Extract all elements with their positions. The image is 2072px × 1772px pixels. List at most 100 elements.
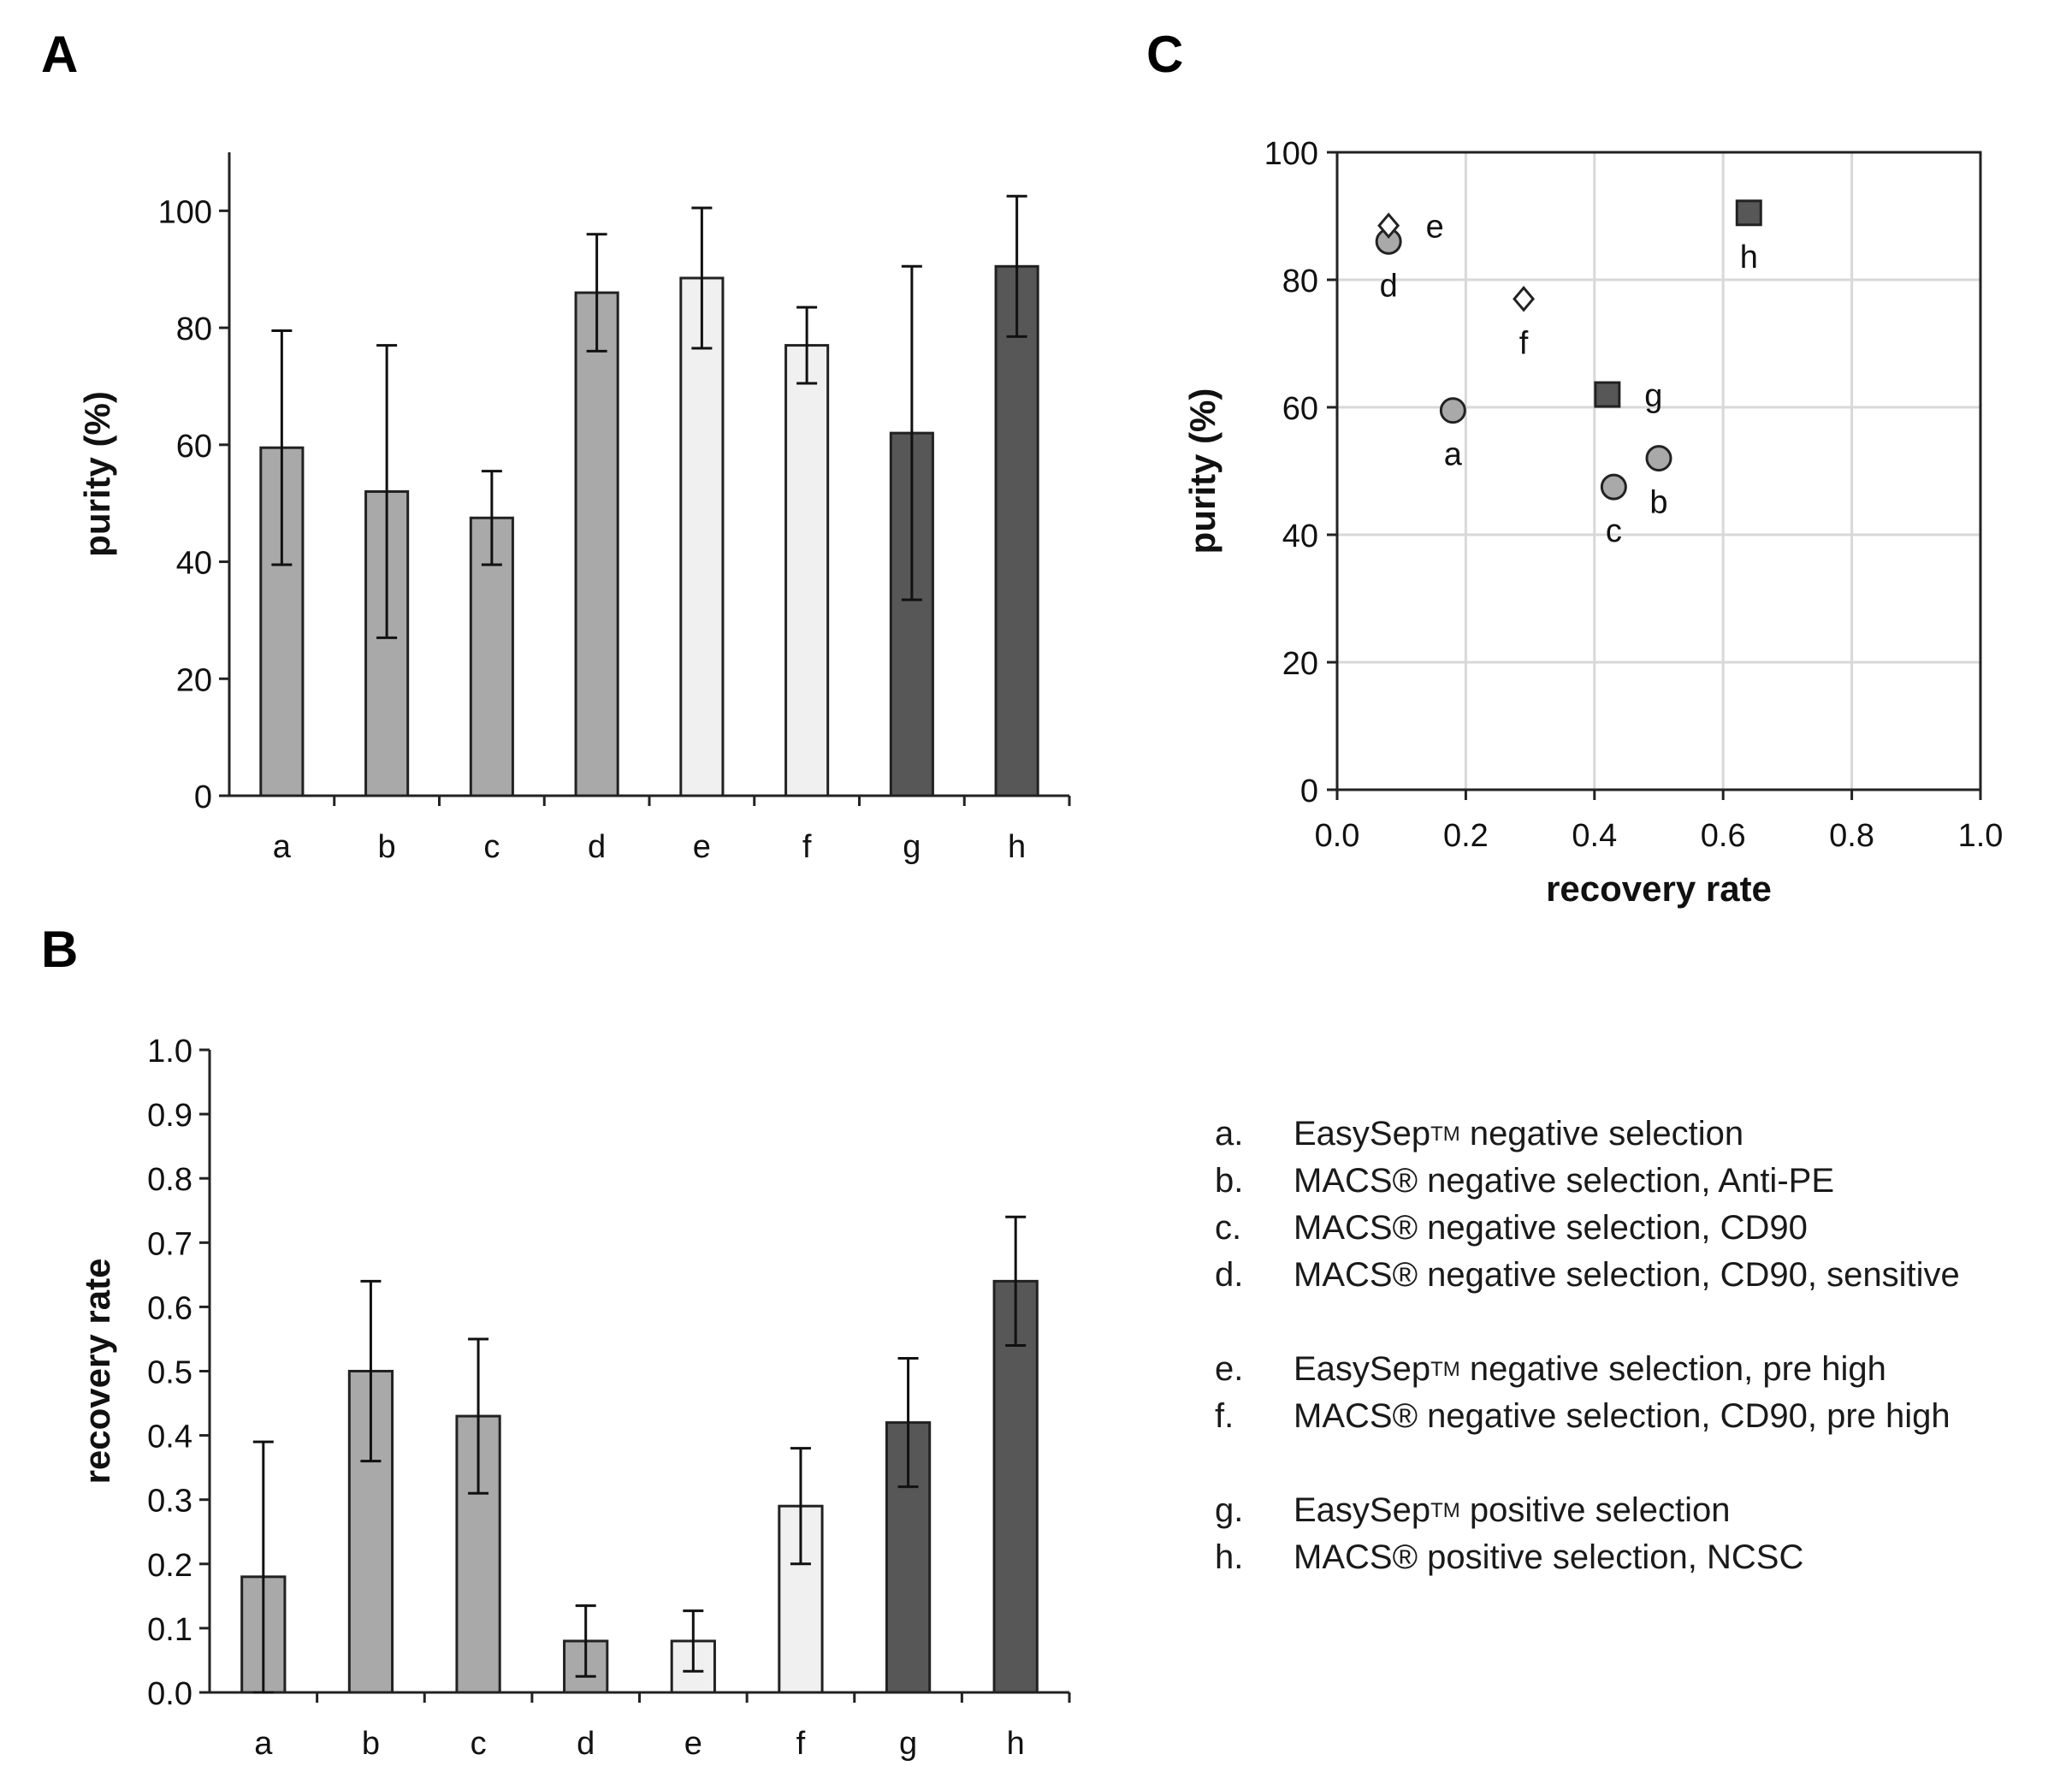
scatter-y-tick-label: 20 [1282, 646, 1318, 682]
purity-x-tick-label: e [693, 829, 711, 865]
legend-item: f. MACS® negative selection, CD90, pre hi… [1215, 1393, 1960, 1440]
scatter-point-e [1377, 212, 1400, 239]
legend-key: b. [1215, 1162, 1244, 1200]
legend-key: a. [1215, 1115, 1244, 1153]
legend-brand: MACS® [1294, 1397, 1418, 1435]
legend-description: negative selection, CD90 [1418, 1209, 1808, 1247]
recovery-x-tick-label: b [362, 1726, 380, 1762]
purity-x-tick-label: h [1008, 829, 1026, 865]
panel-label-b: B [41, 921, 78, 978]
scatter-point-label-a: a [1444, 437, 1463, 473]
purity-x-tick-label: c [483, 829, 500, 865]
recovery-x-tick-label: f [796, 1726, 806, 1762]
recovery-bar-h [992, 1279, 1039, 1694]
recovery-x-tick-label: g [899, 1726, 917, 1762]
legend-trademark: TM [1430, 1123, 1460, 1146]
legend-key: g. [1215, 1491, 1244, 1529]
scatter-point-label-e: e [1426, 210, 1444, 246]
legend-key: h. [1215, 1538, 1244, 1576]
scatter-x-tick-label: 0.0 [1315, 818, 1360, 854]
purity-x-tick-label: a [273, 829, 292, 865]
purity-x-tick-label: b [378, 829, 396, 865]
scatter-x-tick-label: 0.8 [1829, 818, 1874, 854]
legend-description: positive selection [1459, 1491, 1731, 1529]
scatter-y-tick-label: 60 [1282, 391, 1318, 427]
recovery-y-tick-label: 0.4 [147, 1419, 192, 1455]
scatter-y-tick-label: 80 [1282, 264, 1318, 299]
recovery-x-tick-label: h [1007, 1726, 1025, 1762]
scatter-x-tick-label: 1.0 [1958, 818, 2004, 854]
legend-description: negative selection, CD90, pre high [1418, 1397, 1951, 1435]
recovery-y-tick-label: 0.6 [147, 1290, 192, 1326]
scatter-point-label-h: h [1740, 240, 1758, 276]
legend-description: negative selection [1459, 1115, 1744, 1153]
recovery-y-tick-label: 0.5 [147, 1355, 192, 1391]
legend-brand: EasySep [1294, 1491, 1431, 1529]
method-legend: a. EasySep TM negative selection b. MACS® ne… [1215, 1111, 1960, 1581]
purity-y-axis-title: purity (%) [77, 391, 117, 557]
scatter-point-h [1735, 199, 1762, 227]
scatter-y-tick-label: 100 [1264, 136, 1318, 172]
legend-key: e. [1215, 1350, 1244, 1388]
legend-key: d. [1215, 1256, 1244, 1294]
purity-vs-recovery-scatter: 0.0 0.2 0.4 0.6 0.8 1.0 0 20 40 60 80 100 a bc de f g h re… [1182, 136, 2003, 909]
purity-bar-a [259, 446, 305, 797]
legend-key: c. [1215, 1209, 1242, 1247]
legend-group-gap [1215, 1299, 1960, 1346]
scatter-x-axis-title: recovery rate [1546, 868, 1772, 909]
panel-label-a: A [41, 26, 78, 83]
legend-brand: MACS® [1294, 1162, 1418, 1200]
purity-y-tick-label: 100 [158, 194, 212, 230]
recovery-x-tick-label: d [577, 1726, 595, 1762]
purity-bar-chart: 0 20 40 60 80 100 a b c d e f g h purity (%) [77, 152, 1071, 865]
scatter-y-tick-label: 40 [1282, 519, 1318, 554]
scatter-point-label-d: d [1380, 268, 1398, 304]
purity-bar-d [574, 291, 619, 797]
scatter-y-tick-label: 0 [1300, 773, 1318, 809]
scatter-x-tick-label: 0.4 [1572, 818, 1617, 854]
legend-brand: MACS® [1294, 1538, 1418, 1576]
purity-bar-f [784, 344, 830, 797]
scatter-point-label-b: b [1649, 485, 1667, 521]
scatter-y-axis-title: purity (%) [1182, 388, 1222, 554]
scatter-point-b [1645, 445, 1672, 472]
scatter-point-label-g: g [1644, 378, 1662, 414]
legend-description: negative selection, Anti-PE [1418, 1162, 1834, 1200]
purity-y-tick-label: 20 [176, 662, 212, 698]
legend-trademark: TM [1430, 1358, 1460, 1381]
legend-description: positive selection, NCSC [1418, 1538, 1804, 1576]
legend-group-gap [1215, 1440, 1960, 1487]
legend-description: negative selection, CD90, sensitive [1418, 1256, 1960, 1294]
legend-brand: MACS® [1294, 1256, 1418, 1294]
recovery-y-tick-label: 1.0 [147, 1034, 192, 1070]
legend-item: h. MACS® positive selection, NCSC [1215, 1534, 1960, 1581]
recovery-x-tick-label: e [684, 1726, 702, 1762]
recovery-y-tick-label: 0.8 [147, 1162, 192, 1198]
purity-x-tick-label: g [903, 829, 921, 865]
recovery-y-axis-title: recovery rate [77, 1259, 117, 1485]
recovery-y-tick-label: 0.0 [147, 1676, 192, 1712]
purity-y-tick-label: 40 [176, 546, 212, 582]
legend-item: d. MACS® negative selection, CD90, sensit… [1215, 1252, 1960, 1299]
recovery-y-tick-label: 0.9 [147, 1098, 192, 1134]
legend-trademark: TM [1430, 1499, 1460, 1522]
legend-item: a. EasySep TM negative selection [1215, 1111, 1960, 1158]
scatter-point-a [1439, 397, 1466, 424]
panel-label-c: C [1146, 26, 1183, 83]
purity-bar-e [679, 276, 725, 797]
legend-item: c. MACS® negative selection, CD90 [1215, 1205, 1960, 1252]
recovery-x-tick-label: c [471, 1726, 487, 1762]
legend-item: b. MACS® negative selection, Anti-PE [1215, 1158, 1960, 1205]
purity-bar-h [994, 264, 1039, 797]
legend-description: negative selection, pre high [1459, 1350, 1886, 1388]
scatter-point-f [1513, 286, 1536, 312]
recovery-y-tick-label: 0.3 [147, 1484, 192, 1520]
scatter-x-tick-label: 0.6 [1701, 818, 1746, 854]
purity-y-tick-label: 80 [176, 311, 212, 347]
scatter-point-label-f: f [1519, 325, 1529, 361]
purity-y-tick-label: 60 [176, 429, 212, 465]
legend-key: f. [1215, 1397, 1234, 1435]
legend-brand: MACS® [1294, 1209, 1418, 1247]
recovery-y-tick-label: 0.7 [147, 1226, 192, 1262]
